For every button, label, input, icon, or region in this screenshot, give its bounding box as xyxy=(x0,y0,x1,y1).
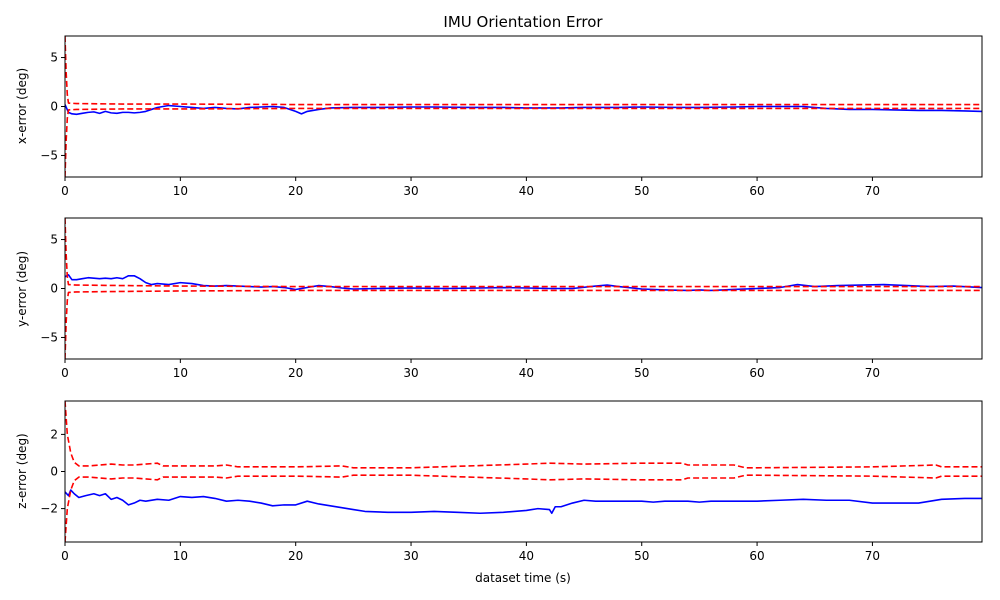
x-tick-label: 20 xyxy=(288,366,303,380)
x-tick-label: 50 xyxy=(634,549,649,563)
x-tick-label: 60 xyxy=(749,366,764,380)
y-axis-label: y-error (deg) xyxy=(15,251,29,327)
x-tick-label: 0 xyxy=(61,366,69,380)
x-tick-label: 40 xyxy=(519,184,534,198)
x-tick-label: 60 xyxy=(749,184,764,198)
y-tick-label: −5 xyxy=(40,330,58,344)
axes-frame xyxy=(64,35,983,178)
upper-bound-line xyxy=(65,36,982,106)
y-tick-label: −2 xyxy=(40,502,58,516)
upper-bound-line xyxy=(65,401,982,469)
x-tick-label: 50 xyxy=(634,366,649,380)
error-line xyxy=(65,489,982,515)
x-tick-label: 0 xyxy=(61,549,69,563)
axes-frame xyxy=(64,400,983,543)
subplot-z-error: z-error (deg) 0 10 20 30 40 50 60 70 −2 0 2 xyxy=(15,400,983,563)
y-axis-label: x-error (deg) xyxy=(15,68,29,144)
plot-layer xyxy=(65,218,982,359)
x-tick-label: 60 xyxy=(749,549,764,563)
error-line xyxy=(65,273,982,292)
subplot-x-error: x-error (deg) 0 10 20 30 40 50 60 70 −5 0 5 xyxy=(15,35,983,198)
x-tick-label: 10 xyxy=(173,549,188,563)
lower-bound-line xyxy=(65,474,982,542)
tick-layer: 0 10 20 30 40 50 60 70 −5 0 5 xyxy=(40,233,880,380)
lower-bound-line xyxy=(65,107,982,177)
y-tick-label: 0 xyxy=(50,465,58,479)
y-tick-label: 2 xyxy=(50,427,58,441)
chart-title: IMU Orientation Error xyxy=(443,13,603,31)
x-tick-label: 40 xyxy=(519,549,534,563)
error-line xyxy=(65,104,982,116)
tick-layer: 0 10 20 30 40 50 60 70 −5 0 5 xyxy=(40,51,880,198)
x-tick-label: 70 xyxy=(865,549,880,563)
x-tick-label: 30 xyxy=(403,366,418,380)
y-tick-label: 5 xyxy=(50,233,58,247)
plot-layer xyxy=(65,36,982,177)
x-tick-label: 50 xyxy=(634,184,649,198)
x-tick-label: 20 xyxy=(288,184,303,198)
x-tick-label: 10 xyxy=(173,184,188,198)
x-axis-label: dataset time (s) xyxy=(475,571,571,585)
x-tick-label: 30 xyxy=(403,549,418,563)
lower-bound-line xyxy=(65,289,982,359)
y-tick-label: 5 xyxy=(50,51,58,65)
tick-layer: 0 10 20 30 40 50 60 70 −2 0 2 xyxy=(40,427,880,563)
upper-bound-line xyxy=(65,218,982,288)
x-tick-label: 70 xyxy=(865,366,880,380)
y-axis-label: z-error (deg) xyxy=(15,433,29,508)
x-tick-label: 10 xyxy=(173,366,188,380)
y-tick-label: 0 xyxy=(50,282,58,296)
x-tick-label: 30 xyxy=(403,184,418,198)
x-tick-label: 20 xyxy=(288,549,303,563)
plot-layer xyxy=(65,401,982,542)
x-tick-label: 40 xyxy=(519,366,534,380)
y-tick-label: −5 xyxy=(40,148,58,162)
axes-frame xyxy=(64,217,983,360)
x-tick-label: 70 xyxy=(865,184,880,198)
x-tick-label: 0 xyxy=(61,184,69,198)
y-tick-label: 0 xyxy=(50,100,58,114)
subplot-y-error: y-error (deg) 0 10 20 30 40 50 60 70 −5 0 5 xyxy=(15,217,983,380)
